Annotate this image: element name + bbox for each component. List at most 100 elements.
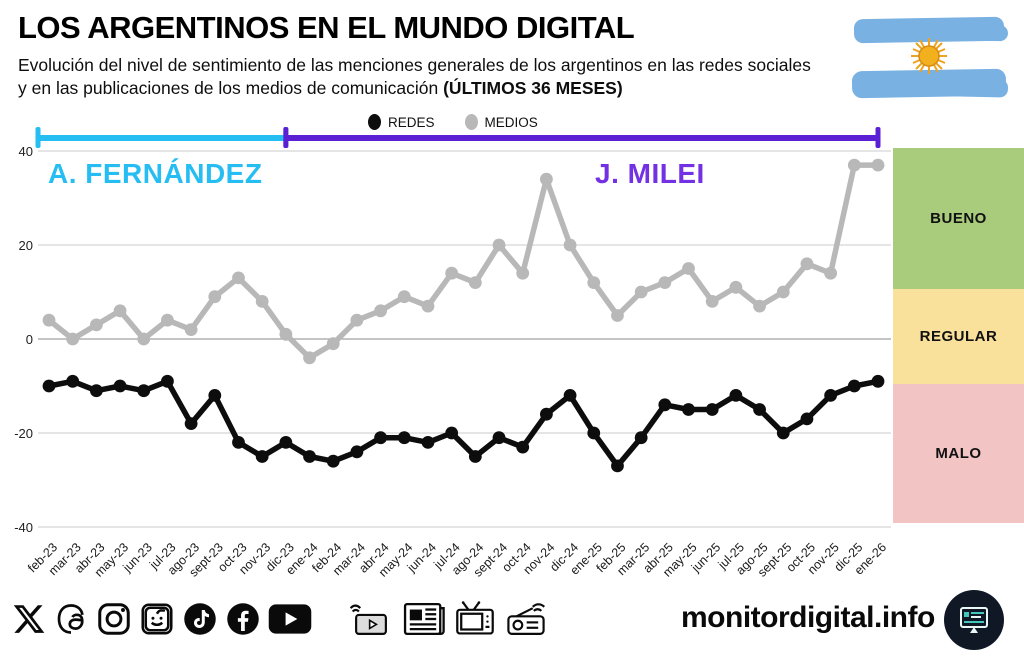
period-label-milei: J. MILEI xyxy=(595,158,705,189)
redes-point-dic-24 xyxy=(563,389,577,402)
medios-point-oct-25 xyxy=(800,257,814,271)
redes-point-abr-24 xyxy=(374,431,387,445)
zone-bueno-label: BUENO xyxy=(930,210,987,227)
medios-point-may-23 xyxy=(113,304,127,318)
sentiment-line-chart: 40 20 0 -20 -40 feb-23 mar-23 abr-23 may-23 jun-2… xyxy=(0,110,1024,590)
redes-point-sept-24 xyxy=(492,431,506,445)
redes-point-abr-23 xyxy=(89,384,103,398)
redes-point-ago-25 xyxy=(753,403,766,416)
reddit-icon xyxy=(139,601,175,637)
ytick-40: 40 xyxy=(19,144,33,159)
redes-point-may-23 xyxy=(113,379,127,393)
redes-point-oct-23 xyxy=(232,436,245,449)
medios-point-dic-24 xyxy=(563,238,577,252)
medios-point-jun-24 xyxy=(421,299,435,313)
page-title: LOS ARGENTINOS EN EL MUNDO DIGITAL xyxy=(18,10,635,45)
medios-point-abr-25 xyxy=(658,276,672,289)
medios-point-ene-25 xyxy=(587,276,601,289)
redes-point-nov-24 xyxy=(540,407,553,421)
medios-point-jul-25 xyxy=(729,280,743,294)
redes-point-may-24 xyxy=(397,431,411,445)
medios-point-ago-24 xyxy=(468,276,482,289)
legend-item-redes: REDES xyxy=(368,114,435,130)
redes-dot-icon xyxy=(368,114,381,130)
redes-point-sept-23 xyxy=(208,389,222,402)
chart-canvas: 40200-20-40feb-23mar-23abr-23may-23jun-2… xyxy=(14,127,891,580)
redes-point-oct-24 xyxy=(516,440,530,454)
period-bar-cap xyxy=(283,127,289,148)
period-bar-0 xyxy=(38,135,286,141)
medios-point-mar-23 xyxy=(66,332,80,346)
zone-bueno: BUENO xyxy=(893,148,1024,289)
redes-point-abr-25 xyxy=(658,398,672,412)
redes-point-mar-24 xyxy=(350,445,364,459)
site-name: monitordigital.info xyxy=(681,601,935,634)
medios-point-feb-25 xyxy=(611,309,624,322)
facebook-icon xyxy=(225,601,261,637)
period-bar-1 xyxy=(285,135,878,141)
medios-point-nov-23 xyxy=(255,295,269,308)
medios-point-may-24 xyxy=(397,290,411,304)
radio-icon xyxy=(503,600,549,638)
x-icon xyxy=(12,602,46,636)
medios-point-feb-24 xyxy=(326,337,340,351)
redes-point-jun-25 xyxy=(705,403,719,416)
medios-point-sept-23 xyxy=(208,290,222,304)
redes-line xyxy=(46,378,881,469)
ytick-0: 0 xyxy=(26,332,33,347)
redes-point-jun-23 xyxy=(137,384,151,398)
period-label-fernandez: A. FERNÁNDEZ xyxy=(48,158,263,189)
medios-point-may-25 xyxy=(682,262,695,275)
redes-point-sept-25 xyxy=(776,426,790,440)
medios-point-ene-24 xyxy=(303,351,316,365)
medios-point-ene-26 xyxy=(871,158,885,172)
redes-point-nov-25 xyxy=(824,389,838,402)
medios-point-ago-25 xyxy=(753,299,766,313)
redes-point-may-25 xyxy=(682,403,695,416)
redes-point-oct-25 xyxy=(800,412,814,426)
medios-point-mar-24 xyxy=(350,313,364,327)
ytick-20: 20 xyxy=(19,238,33,253)
tv-icon xyxy=(454,600,496,638)
zone-malo-label: MALO xyxy=(935,445,982,462)
threads-icon xyxy=(53,601,89,637)
redes-point-jul-23 xyxy=(161,374,174,388)
argentina-flag-graphic xyxy=(851,16,1008,99)
period-bar-cap xyxy=(35,127,41,148)
instagram-icon xyxy=(96,601,132,637)
period-bar-cap xyxy=(875,127,881,148)
redes-point-ene-24 xyxy=(303,450,316,463)
medios-point-jul-24 xyxy=(445,266,459,280)
redes-point-ago-24 xyxy=(468,450,482,463)
redes-point-jun-24 xyxy=(421,436,435,449)
legend-label-redes: REDES xyxy=(388,114,435,130)
medios-point-jul-23 xyxy=(161,313,174,327)
medios-point-mar-25 xyxy=(634,285,648,299)
medios-line xyxy=(46,162,881,361)
monitor-icon xyxy=(960,607,988,633)
tiktok-icon xyxy=(182,601,218,637)
medios-point-sept-24 xyxy=(492,238,506,252)
argentina-flag xyxy=(848,6,1014,108)
redes-point-ene-25 xyxy=(587,426,601,440)
medios-point-sept-25 xyxy=(776,285,790,299)
zone-malo: MALO xyxy=(893,384,1024,523)
redes-point-feb-24 xyxy=(326,454,340,468)
legend-label-medios: MEDIOS xyxy=(484,114,538,130)
redes-point-feb-23 xyxy=(42,379,56,393)
redes-point-ene-26 xyxy=(871,374,885,388)
streaming-icon xyxy=(348,600,394,638)
medios-point-jun-25 xyxy=(705,295,719,308)
medios-dot-icon xyxy=(464,114,478,130)
medios-point-abr-23 xyxy=(89,318,103,332)
medios-point-dic-23 xyxy=(279,327,293,341)
redes-point-ago-23 xyxy=(184,417,198,430)
subtitle-text: Evolución del nivel de sentimiento de la… xyxy=(18,55,811,99)
redes-point-jul-25 xyxy=(729,389,743,402)
sun-of-may-icon xyxy=(911,38,947,74)
zone-regular: REGULAR xyxy=(893,289,1024,384)
footer-icon-strip xyxy=(12,600,549,638)
redes-point-mar-25 xyxy=(634,431,648,445)
legend-item-medios: MEDIOS xyxy=(464,114,538,130)
